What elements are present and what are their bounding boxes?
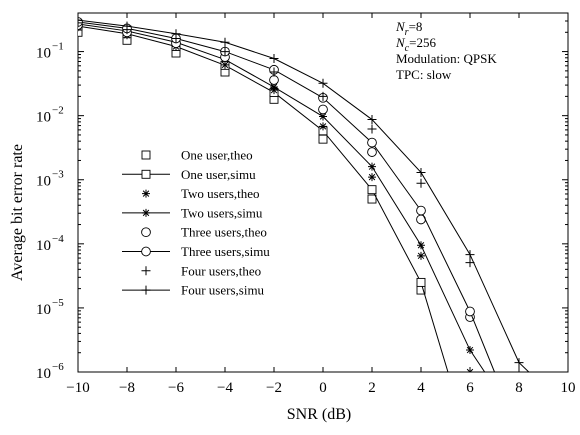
square-marker [367,185,377,195]
x-tick-label: 4 [417,380,425,396]
asterisk-marker [319,112,327,121]
asterisk-marker [142,189,150,198]
circle-marker [141,246,151,257]
y-tick-label: 10 [36,174,51,190]
square-marker [141,150,151,160]
x-tick-label: −8 [119,380,135,396]
asterisk-marker [417,241,425,250]
plus-marker [141,285,151,295]
legend-label: Two users,simu [181,205,263,220]
series-1 [78,21,449,372]
asterisk-marker [270,83,278,92]
circle-marker [269,75,279,85]
plus-marker [367,124,377,134]
x-tick-label: 0 [319,380,327,396]
y-tick-label: 10 [36,302,51,318]
plus-marker [78,18,83,28]
plus-marker [78,15,83,25]
legend-label: One user,simu [181,167,256,182]
square-marker [416,277,426,287]
y-tick-label: 10 [36,238,51,254]
plus-marker [269,67,279,77]
asterisk-marker [466,368,474,372]
circle-marker [367,147,377,157]
x-tick-label: 8 [515,380,523,396]
plus-marker [220,47,230,57]
series-line [78,21,495,372]
x-tick-label: 2 [368,380,376,396]
circle-marker [141,227,151,238]
plus-marker [269,53,279,63]
square-marker [78,27,83,37]
y-tick-exponent: −3 [52,169,64,181]
x-tick-label: −2 [266,380,282,396]
legend-label: Three users,simu [181,244,270,259]
circle-marker [367,137,377,148]
y-tick-exponent: −6 [52,361,64,373]
legend-label: Four users,simu [181,283,265,298]
circle-marker [318,104,328,115]
y-tick-label: 10 [36,366,51,382]
legend [122,150,170,295]
y-tick-label: 10 [36,110,51,126]
asterisk-marker [368,173,376,182]
asterisk-marker [368,162,376,171]
plus-marker [171,29,181,39]
x-tick-label: 10 [561,380,576,396]
y-tick-exponent: −2 [52,105,64,117]
plus-marker [141,266,151,276]
x-tick-label: 6 [466,380,474,396]
asterisk-marker [417,251,425,260]
plus-marker [318,91,328,101]
plus-marker [465,250,475,260]
plus-marker [220,37,230,47]
y-tick-exponent: −4 [52,233,64,245]
plus-marker [514,358,524,368]
plus-marker [465,258,475,268]
asterisk-marker [142,208,150,217]
plus-marker [122,21,132,31]
x-tick-label: −4 [217,380,233,396]
asterisk-marker [466,346,474,355]
plus-marker [367,115,377,125]
y-tick-label: 10 [36,46,51,62]
series-7 [78,15,530,372]
plus-marker [318,78,328,88]
square-marker [367,194,377,204]
x-tick-label: −6 [168,380,184,396]
legend-label: Four users,theo [181,263,261,278]
asterisk-marker [319,122,327,131]
annotation-text: TPC: slow [396,67,452,82]
series-line [78,23,486,372]
legend-label: Two users,theo [181,186,260,201]
annotation-text: Nr=8 [395,19,422,38]
square-marker [141,169,151,179]
y-tick-exponent: −1 [52,41,64,53]
plus-marker [416,167,426,177]
y-axis-title: Average bit error rate [9,144,26,281]
legend-label: Three users,theo [181,225,267,240]
plot-frame [77,12,569,373]
annotation-text: Nc=256 [395,35,436,54]
square-marker [318,134,328,144]
circle-marker [416,205,426,216]
y-tick-exponent: −5 [52,297,64,309]
asterisk-marker [221,60,229,69]
legend-label: One user,theo [181,148,253,163]
plus-marker [416,178,426,188]
annotation-text: Modulation: QPSK [396,51,497,66]
x-axis-title: SNR (dB) [287,406,351,423]
x-tick-label: −10 [66,380,89,396]
circle-marker [465,306,475,317]
